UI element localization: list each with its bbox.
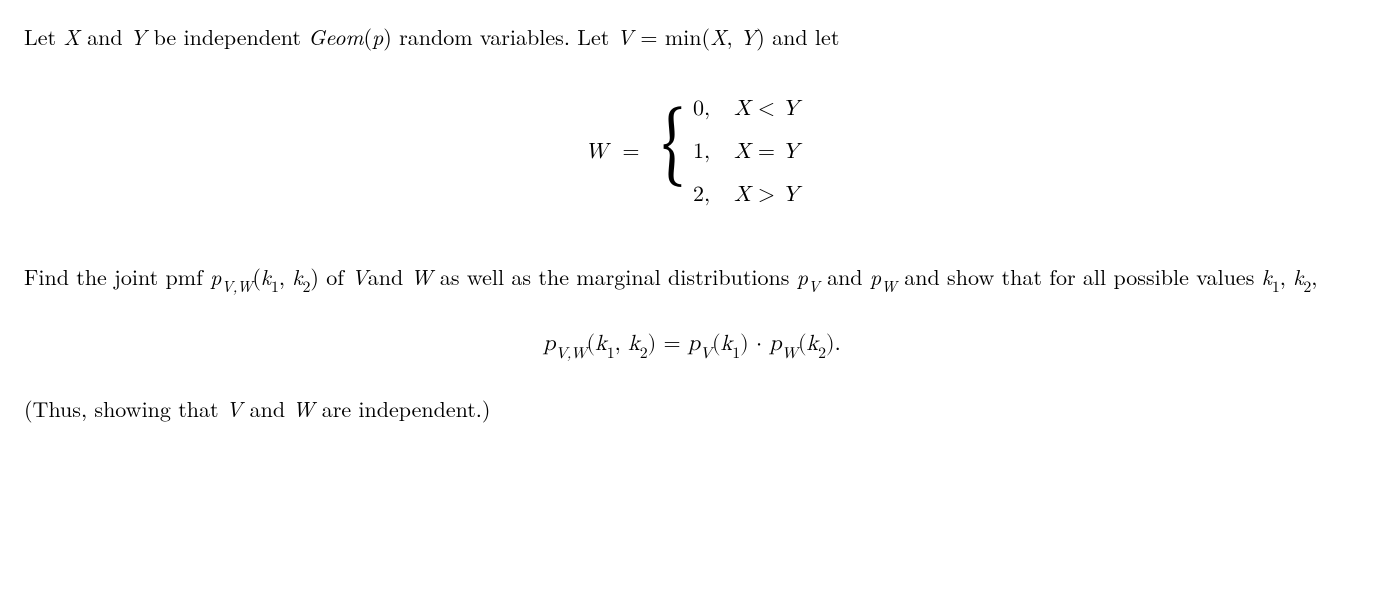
k1-sub: 1 — [607, 346, 615, 362]
paren-open: ( — [252, 261, 261, 292]
comma: , — [279, 261, 292, 292]
var-V: V — [226, 393, 242, 424]
k2: k — [807, 333, 819, 355]
text: , — [1311, 261, 1317, 292]
paren-open: ( — [798, 333, 807, 355]
cases-grid: 0, X < Y 1, X = Y 2, X > Y — [693, 93, 799, 212]
pmf-p: p — [797, 261, 808, 292]
k1-sub: 1 — [1272, 274, 1280, 297]
k2-sub: 2 — [818, 346, 826, 362]
eq-sign: = — [663, 333, 687, 355]
case-value-0: 0, — [693, 93, 710, 126]
var-Y: Y — [130, 21, 146, 52]
paragraph-3: (Thus, showing that V and W are independ… — [24, 392, 1360, 425]
sub-v: V — [808, 274, 820, 297]
paren-close: ) — [740, 333, 749, 355]
paren-close: ) — [648, 333, 657, 355]
paren-close: ). — [826, 333, 841, 355]
paragraph-1: Let X and Y be independent Geom(p) rando… — [24, 20, 1360, 53]
sub-v: V — [700, 346, 712, 362]
pmf-p: p — [870, 261, 881, 292]
var-W: W — [585, 141, 608, 163]
k2: k — [292, 261, 302, 292]
text: = — [633, 21, 665, 52]
lhs: W = — [585, 136, 647, 169]
text: and — [80, 21, 130, 52]
geom-label: Geom — [308, 21, 363, 52]
left-brace-icon: { — [662, 118, 685, 178]
k2-sub: 2 — [303, 274, 311, 297]
paren-open: ( — [363, 21, 372, 52]
var-X: X — [63, 21, 79, 52]
min-fn: min — [665, 21, 702, 52]
sub-w: W — [881, 274, 897, 297]
cases-block: { 0, X < Y 1, X = Y 2, X > Y — [659, 93, 799, 212]
var-V: V — [351, 261, 367, 292]
pmf-p: p — [210, 261, 221, 292]
equation-row: W = { 0, X < Y 1, X = Y 2, X > Y — [585, 93, 799, 212]
pmf-p: p — [688, 333, 700, 355]
case-value-2: 2, — [693, 179, 710, 212]
paragraph-2: Find the joint pmf pV,W(k1, k2) of Vand … — [24, 260, 1360, 296]
sub-w: W — [782, 346, 798, 362]
k2: k — [628, 333, 640, 355]
var-V: V — [617, 21, 633, 52]
comma: , — [1280, 261, 1293, 292]
display-equation-indep: pV,W(k1, k2) = pV(k1) · pW(k2). — [24, 328, 1360, 364]
k2-sub: 2 — [1303, 274, 1311, 297]
var-p: p — [372, 21, 383, 52]
var-X: X — [710, 21, 726, 52]
var-W: W — [292, 393, 314, 424]
case-value-1: 1, — [693, 136, 710, 169]
k1-sub: 1 — [732, 346, 740, 362]
k1: k — [261, 261, 271, 292]
sub-vw: V,W — [555, 346, 586, 362]
pmf-p: p — [543, 333, 555, 355]
comma: , — [615, 333, 628, 355]
k1: k — [1262, 261, 1272, 292]
text: as well as the marginal distributions — [433, 261, 797, 292]
text: Let — [24, 21, 63, 52]
paren-open: ( — [702, 21, 711, 52]
k1: k — [721, 333, 733, 355]
k2: k — [1293, 261, 1303, 292]
paren-close: ) — [383, 21, 392, 52]
var-W: W — [411, 261, 433, 292]
var-Y: Y — [740, 21, 756, 52]
paren-open: ( — [712, 333, 721, 355]
case-cond-0: X < Y — [734, 93, 799, 126]
dot-op: · — [749, 333, 770, 355]
display-equation-W: W = { 0, X < Y 1, X = Y 2, X > Y — [24, 93, 1360, 212]
k1-sub: 1 — [271, 274, 279, 297]
sub-vw: V,W — [221, 274, 252, 297]
text: and — [820, 261, 870, 292]
k2-sub: 2 — [640, 346, 648, 362]
text: of — [319, 261, 351, 292]
case-cond-2: X > Y — [734, 179, 799, 212]
comma: , — [726, 21, 739, 52]
eq-sign: = — [615, 141, 647, 163]
text: and let — [765, 21, 840, 52]
text: and — [242, 393, 292, 424]
case-cond-1: X = Y — [734, 136, 799, 169]
text: and show that for all possible values — [897, 261, 1262, 292]
text: Find the joint pmf — [24, 261, 210, 292]
text: be independent — [146, 21, 308, 52]
text: random variables. Let — [392, 21, 617, 52]
pmf-p: p — [769, 333, 781, 355]
paren-open: ( — [587, 333, 596, 355]
paren-close: ) — [756, 21, 765, 52]
text: (Thus, showing that — [24, 393, 226, 424]
text: are independent.) — [314, 393, 490, 424]
k1: k — [595, 333, 607, 355]
text: and — [368, 261, 411, 292]
paren-close: ) — [310, 261, 319, 292]
